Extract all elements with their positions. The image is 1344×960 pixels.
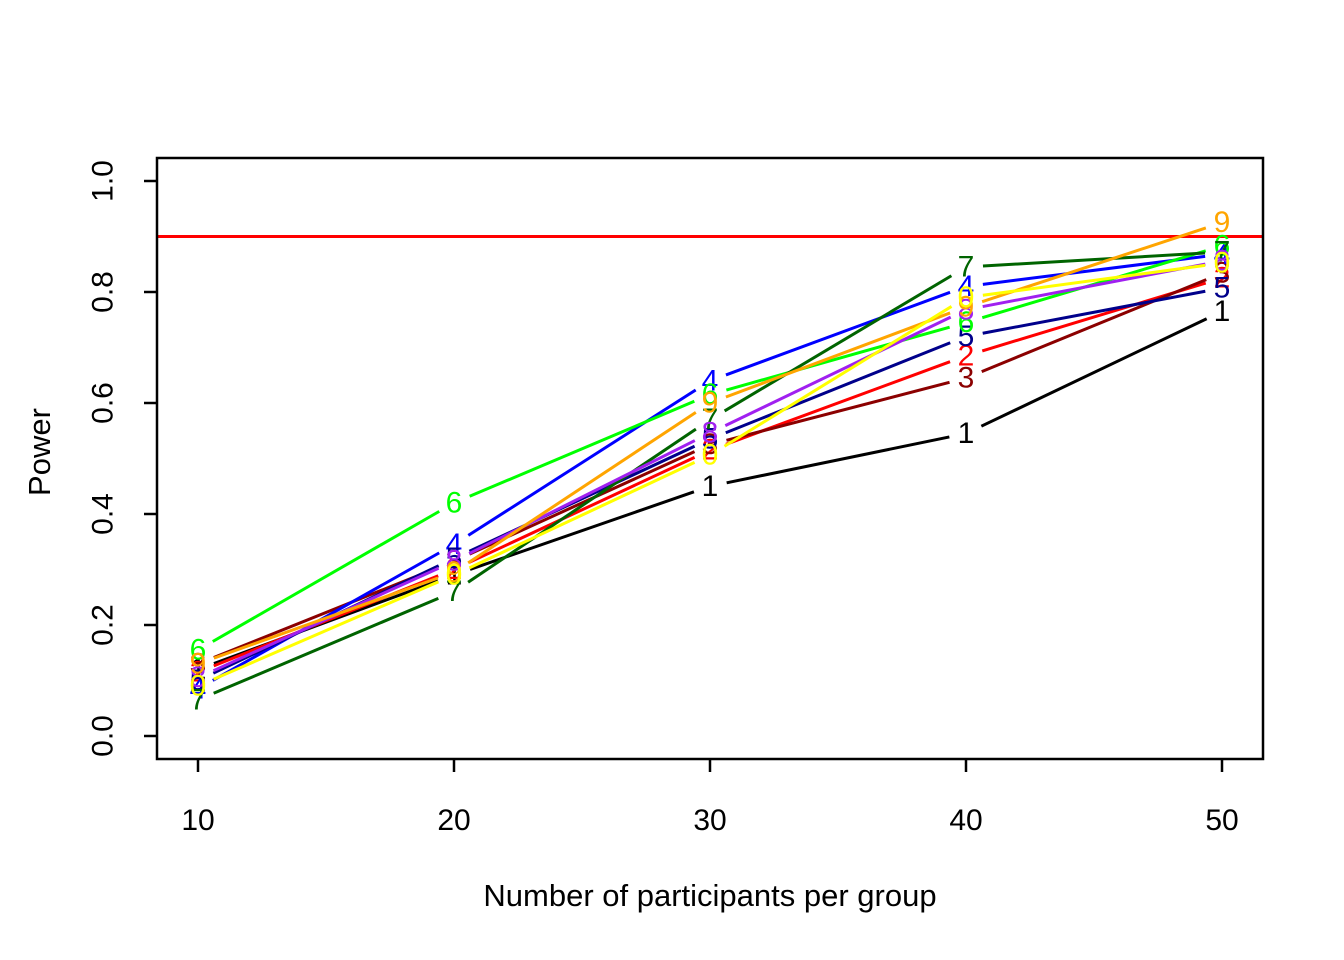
series-9-segment	[467, 411, 697, 565]
series-0-point: 0	[1214, 247, 1231, 280]
series-7-segment	[723, 274, 953, 413]
series-7-point: 7	[1214, 236, 1231, 269]
series-9-segment	[725, 311, 951, 399]
series-8-point: 8	[702, 416, 719, 449]
series-6-segment	[469, 399, 695, 498]
series-8-segment	[468, 439, 696, 555]
series-4-segment	[467, 388, 697, 537]
series-2-point: 2	[702, 434, 719, 467]
series-1-point: 1	[190, 653, 207, 686]
series-0-point: 0	[958, 281, 975, 314]
series-6-point: 6	[446, 486, 463, 519]
series-1-point: 1	[1214, 295, 1231, 328]
series-9-point: 9	[702, 387, 719, 420]
x-tick-label: 20	[437, 804, 470, 837]
series-7-segment	[982, 251, 1206, 268]
series-0-point: 0	[446, 559, 463, 592]
series-5-point: 5	[446, 542, 463, 575]
series-7-segment	[213, 596, 439, 695]
series-6-point: 6	[1214, 229, 1231, 262]
series-0-segment	[723, 305, 953, 448]
series-4-point: 4	[702, 364, 719, 397]
series-7-segment	[467, 427, 697, 584]
series-0-segment	[468, 461, 696, 570]
y-tick-label: 1.0	[87, 160, 120, 202]
series-9-point: 9	[190, 647, 207, 680]
series-7-point: 7	[702, 403, 719, 436]
series-3-point: 3	[190, 647, 207, 680]
series-3-point: 3	[1214, 257, 1231, 290]
series-6-point: 6	[190, 633, 207, 666]
series-0-segment	[213, 580, 439, 681]
series-9-point: 9	[1214, 206, 1231, 239]
series-9-segment	[213, 576, 439, 660]
x-tick-label: 50	[1205, 804, 1238, 837]
series-7-point: 7	[958, 251, 975, 284]
series-8-point: 8	[190, 661, 207, 694]
series-8-point: 8	[446, 545, 463, 578]
x-tick-label: 10	[181, 804, 214, 837]
series-0-point: 0	[702, 439, 719, 472]
series-5-point: 5	[958, 320, 975, 353]
series-6-segment	[725, 325, 951, 392]
series-6-point: 6	[702, 378, 719, 411]
series-1-segment	[980, 317, 1208, 428]
y-tick-label: 0.4	[87, 493, 120, 535]
series-3-point: 3	[958, 362, 975, 395]
series-4-point: 4	[958, 270, 975, 303]
series-5-segment	[725, 341, 951, 435]
series-3-segment	[981, 278, 1207, 373]
series-4-point: 4	[1214, 238, 1231, 271]
y-tick-label: 0.8	[87, 271, 120, 313]
series-0-point: 0	[190, 670, 207, 703]
series-2-point: 2	[1214, 262, 1231, 295]
series-3-point: 3	[446, 545, 463, 578]
series-2-point: 2	[446, 553, 463, 586]
series-8-point: 8	[1214, 244, 1231, 277]
series-7-point: 7	[190, 683, 207, 716]
series-1-point: 1	[702, 470, 719, 503]
x-tick-label: 40	[949, 804, 982, 837]
series-0-segment	[982, 263, 1206, 297]
x-axis-title: Number of participants per group	[483, 878, 937, 913]
series-1-point: 1	[446, 559, 463, 592]
y-tick-label: 0.6	[87, 382, 120, 424]
series-5-point: 5	[1214, 272, 1231, 305]
series-1-segment	[726, 435, 950, 485]
series-5-segment	[982, 289, 1206, 335]
series-2-segment	[468, 455, 696, 564]
y-axis-title: Power	[22, 408, 57, 496]
series-2-point: 2	[958, 339, 975, 372]
series-2-point: 2	[190, 656, 207, 689]
series-8-point: 8	[958, 293, 975, 326]
series-3-point: 3	[702, 428, 719, 461]
series-8-segment	[724, 315, 952, 427]
series-3-segment	[726, 380, 950, 442]
series-1-point: 1	[958, 417, 975, 450]
x-tick-label: 30	[693, 804, 726, 837]
series-9-point: 9	[958, 290, 975, 323]
series-6-point: 6	[958, 306, 975, 339]
series-9-point: 9	[446, 556, 463, 589]
series-4-point: 4	[446, 528, 463, 561]
series-5-point: 5	[702, 423, 719, 456]
series-6-segment	[211, 510, 441, 643]
series-4-point: 4	[190, 672, 207, 705]
y-tick-label: 0.0	[87, 715, 120, 757]
series-5-point: 5	[190, 664, 207, 697]
series-7-point: 7	[446, 575, 463, 608]
y-tick-label: 0.2	[87, 604, 120, 646]
series-4-segment	[725, 290, 951, 377]
